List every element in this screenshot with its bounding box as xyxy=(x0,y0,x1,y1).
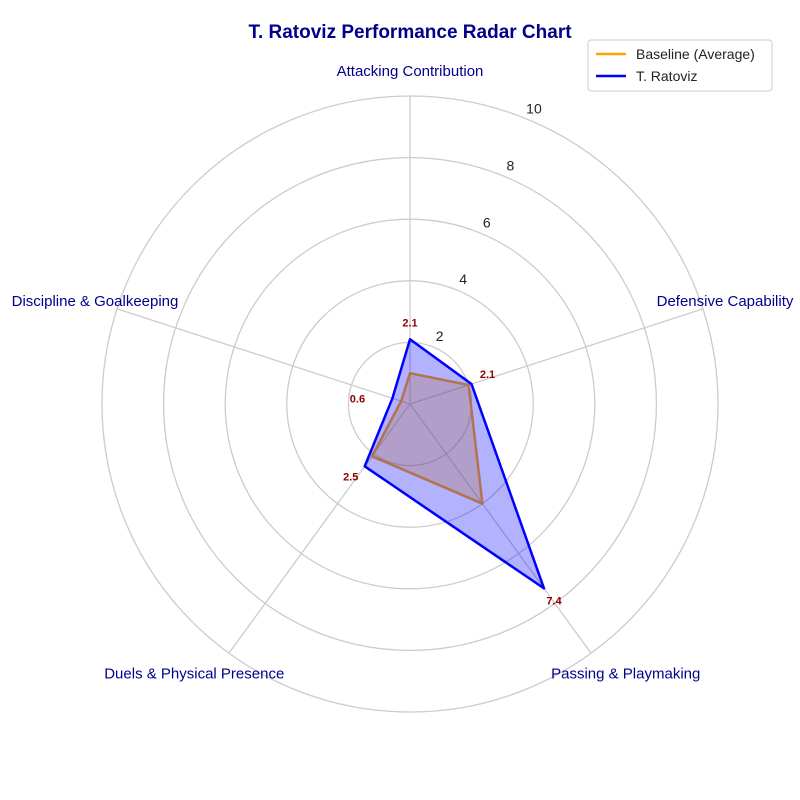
radar-series xyxy=(363,338,546,590)
chart-title: T. Ratoviz Performance Radar Chart xyxy=(248,22,572,43)
spoke-2 xyxy=(409,403,592,654)
tick-label-0: 2 xyxy=(436,328,444,344)
data-label-4: 0.6 xyxy=(350,393,365,405)
radar-grid xyxy=(101,95,719,713)
tick-label-3: 8 xyxy=(506,157,514,173)
axis-label-1: Defensive Capability xyxy=(657,293,794,310)
data-label-3: 2.5 xyxy=(343,471,358,483)
axis-label-4: Discipline & Goalkeeping xyxy=(12,293,179,310)
axis-label-0: Attacking Contribution xyxy=(337,63,484,80)
data-label-1: 2.1 xyxy=(480,369,495,381)
tick-label-1: 4 xyxy=(459,271,467,287)
data-labels: 2.1 2.1 7.4 2.5 0.6 xyxy=(343,317,562,607)
series-0-area xyxy=(370,371,484,505)
tick-label-2: 6 xyxy=(483,214,491,230)
spoke-3 xyxy=(228,403,411,654)
axis-labels: Attacking Contribution Defensive Capabili… xyxy=(12,63,794,682)
legend-box xyxy=(587,39,773,92)
spoke-1 xyxy=(409,308,704,405)
legend-label-ratoviz: T. Ratoviz xyxy=(636,68,697,84)
tick-label-4: 10 xyxy=(526,100,542,116)
series-1-area xyxy=(363,338,546,590)
spoke-4 xyxy=(116,308,411,405)
radial-ticks: 2 4 6 8 10 xyxy=(436,100,542,344)
legend-label-baseline: Baseline (Average) xyxy=(636,46,755,62)
axis-label-3: Duels & Physical Presence xyxy=(104,665,284,682)
data-label-0: 2.1 xyxy=(402,317,417,329)
legend: Baseline (Average) T. Ratoviz xyxy=(587,39,773,92)
axis-label-2: Passing & Playmaking xyxy=(551,665,700,682)
data-label-2: 7.4 xyxy=(546,595,562,607)
